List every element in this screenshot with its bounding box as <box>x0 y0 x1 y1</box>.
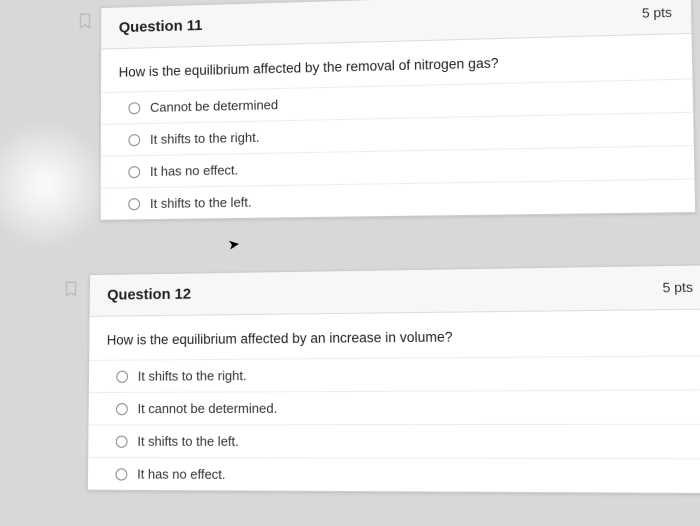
question-prompt: How is the equilibrium affected by an in… <box>89 310 700 361</box>
page-container: Question 11 5 pts How is the equilibrium… <box>0 0 700 526</box>
bookmark-icon[interactable] <box>62 278 80 300</box>
option-label: It has no effect. <box>137 466 225 482</box>
mouse-cursor-icon: ➤ <box>227 235 241 253</box>
radio-icon <box>115 468 127 480</box>
radio-icon <box>128 102 140 114</box>
question-points: 5 pts <box>662 279 693 295</box>
option-label: Cannot be determined <box>150 97 278 115</box>
bookmark-icon[interactable] <box>76 10 94 32</box>
option-label: It shifts to the right. <box>150 130 259 147</box>
option-row[interactable]: It shifts to the right. <box>89 356 700 393</box>
question-header: Question 12 5 pts <box>90 265 700 317</box>
option-row[interactable]: It has no effect. <box>88 458 700 493</box>
screen-glare <box>0 120 110 250</box>
radio-icon <box>116 435 128 447</box>
radio-icon <box>128 134 140 146</box>
option-label: It shifts to the right. <box>138 368 247 384</box>
option-row[interactable]: It cannot be determined. <box>89 390 700 425</box>
question-title: Question 11 <box>119 17 203 36</box>
radio-icon <box>128 198 140 210</box>
question-card-12: Question 12 5 pts How is the equilibrium… <box>87 264 700 494</box>
radio-icon <box>128 166 140 178</box>
question-title: Question 12 <box>107 286 191 304</box>
radio-icon <box>116 370 128 382</box>
option-row[interactable]: It shifts to the left. <box>88 425 700 460</box>
question-card-11: Question 11 5 pts How is the equilibrium… <box>100 0 697 221</box>
radio-icon <box>116 403 128 415</box>
option-label: It has no effect. <box>150 162 238 179</box>
option-label: It shifts to the left. <box>150 194 252 211</box>
option-label: It cannot be determined. <box>138 401 278 417</box>
option-label: It shifts to the left. <box>137 434 238 449</box>
question-points: 5 pts <box>642 5 672 21</box>
